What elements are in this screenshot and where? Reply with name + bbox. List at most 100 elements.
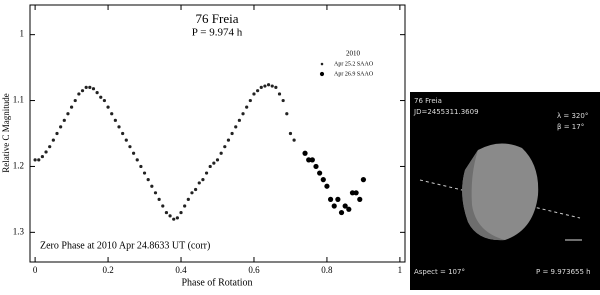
data-point [106,105,110,109]
data-point [142,171,147,175]
data-point [277,92,282,96]
data-point [190,191,194,195]
data-point [40,154,45,159]
x-tick-label: 0.4 [175,265,187,275]
data-point [44,150,48,154]
data-point [102,98,107,103]
data-point [302,150,308,156]
annotation: Zero Phase at 2010 Apr 24.8633 UT (corr) [40,240,210,251]
data-point [360,177,367,183]
data-point [201,178,205,182]
chart-title: 76 Freia [196,11,239,26]
data-point [263,84,267,88]
x-tick-label: 0.6 [248,265,260,275]
asteroid-shape [462,143,539,241]
legend-label: Apr 26.9 SAAO [334,71,374,77]
data-point [219,151,223,155]
data-point [245,105,249,109]
data-point [309,157,315,163]
data-point [208,164,212,169]
y-tick-label: 1.3 [13,226,25,236]
data-point [157,197,161,201]
data-point [215,158,220,162]
data-point [168,214,172,218]
data-point [88,85,92,89]
data-point [110,112,114,116]
x-tick-label: 0.8 [321,265,333,275]
data-point [84,85,88,89]
data-point [274,85,278,89]
data-point [66,112,70,116]
data-point [324,183,330,189]
data-point [320,177,326,183]
data-point [91,87,96,91]
data-point [237,118,241,122]
legend-marker [319,71,325,77]
x-tick-label: 0.2 [102,265,113,275]
data-point [226,138,231,142]
data-point [327,196,334,202]
data-point [288,131,293,136]
data-point [55,131,59,136]
data-point [161,204,165,208]
y-tick-label: 1.1 [13,95,24,105]
data-point [73,98,77,103]
data-point [59,125,63,129]
data-point [172,217,176,221]
data-point [48,145,52,149]
plot-frame [29,4,406,263]
data-point [62,118,66,122]
data-point [230,131,234,136]
data-point [241,112,245,116]
data-point [212,161,216,165]
data-point [223,145,227,149]
shape-lambda: λ = 320° [557,112,588,120]
data-point [80,89,85,93]
data-point [150,184,154,188]
data-point [197,181,201,185]
data-point [179,210,183,215]
data-point [338,209,345,216]
y-axis-label: Relative C Magnitude [1,93,11,172]
data-point [186,197,190,201]
data-point [153,191,158,195]
data-point [248,98,252,103]
shape-jd: JD=2455311.3609 [413,108,479,116]
x-tick-label: 1 [398,265,403,275]
shape-panel: 76 Freia JD=2455311.3609 λ = 320° β = 17… [410,92,600,290]
data-point [139,164,143,169]
data-point [131,151,136,155]
data-point [342,203,348,209]
data-point [349,190,356,196]
x-axis-label: Phase of Rotation [181,277,252,288]
data-point [175,216,179,220]
shape-beta: β = 17° [557,123,584,131]
data-point [69,105,74,109]
data-point [252,92,256,96]
data-point [99,95,103,99]
data-point [292,138,296,142]
x-tick-label: 0 [33,265,38,275]
data-point [113,118,117,122]
data-point [331,203,337,209]
data-point [306,157,312,163]
data-point [77,92,81,96]
data-point [256,89,260,93]
data-point [194,187,198,192]
data-point [357,196,363,202]
shape-period: P = 9.973655 h [536,268,591,276]
shape-name: 76 Freia [414,97,442,105]
chart-subtitle: P = 9.974 h [192,27,243,39]
legend-label: Apr 25.2 SAAO [334,61,374,67]
data-point [124,138,128,142]
data-point [281,98,285,103]
data-point [183,204,187,208]
asteroid-shade [462,150,505,241]
data-point [353,190,359,196]
data-point [164,210,169,215]
data-point [270,84,274,88]
data-point [259,85,263,89]
data-point [33,158,37,162]
